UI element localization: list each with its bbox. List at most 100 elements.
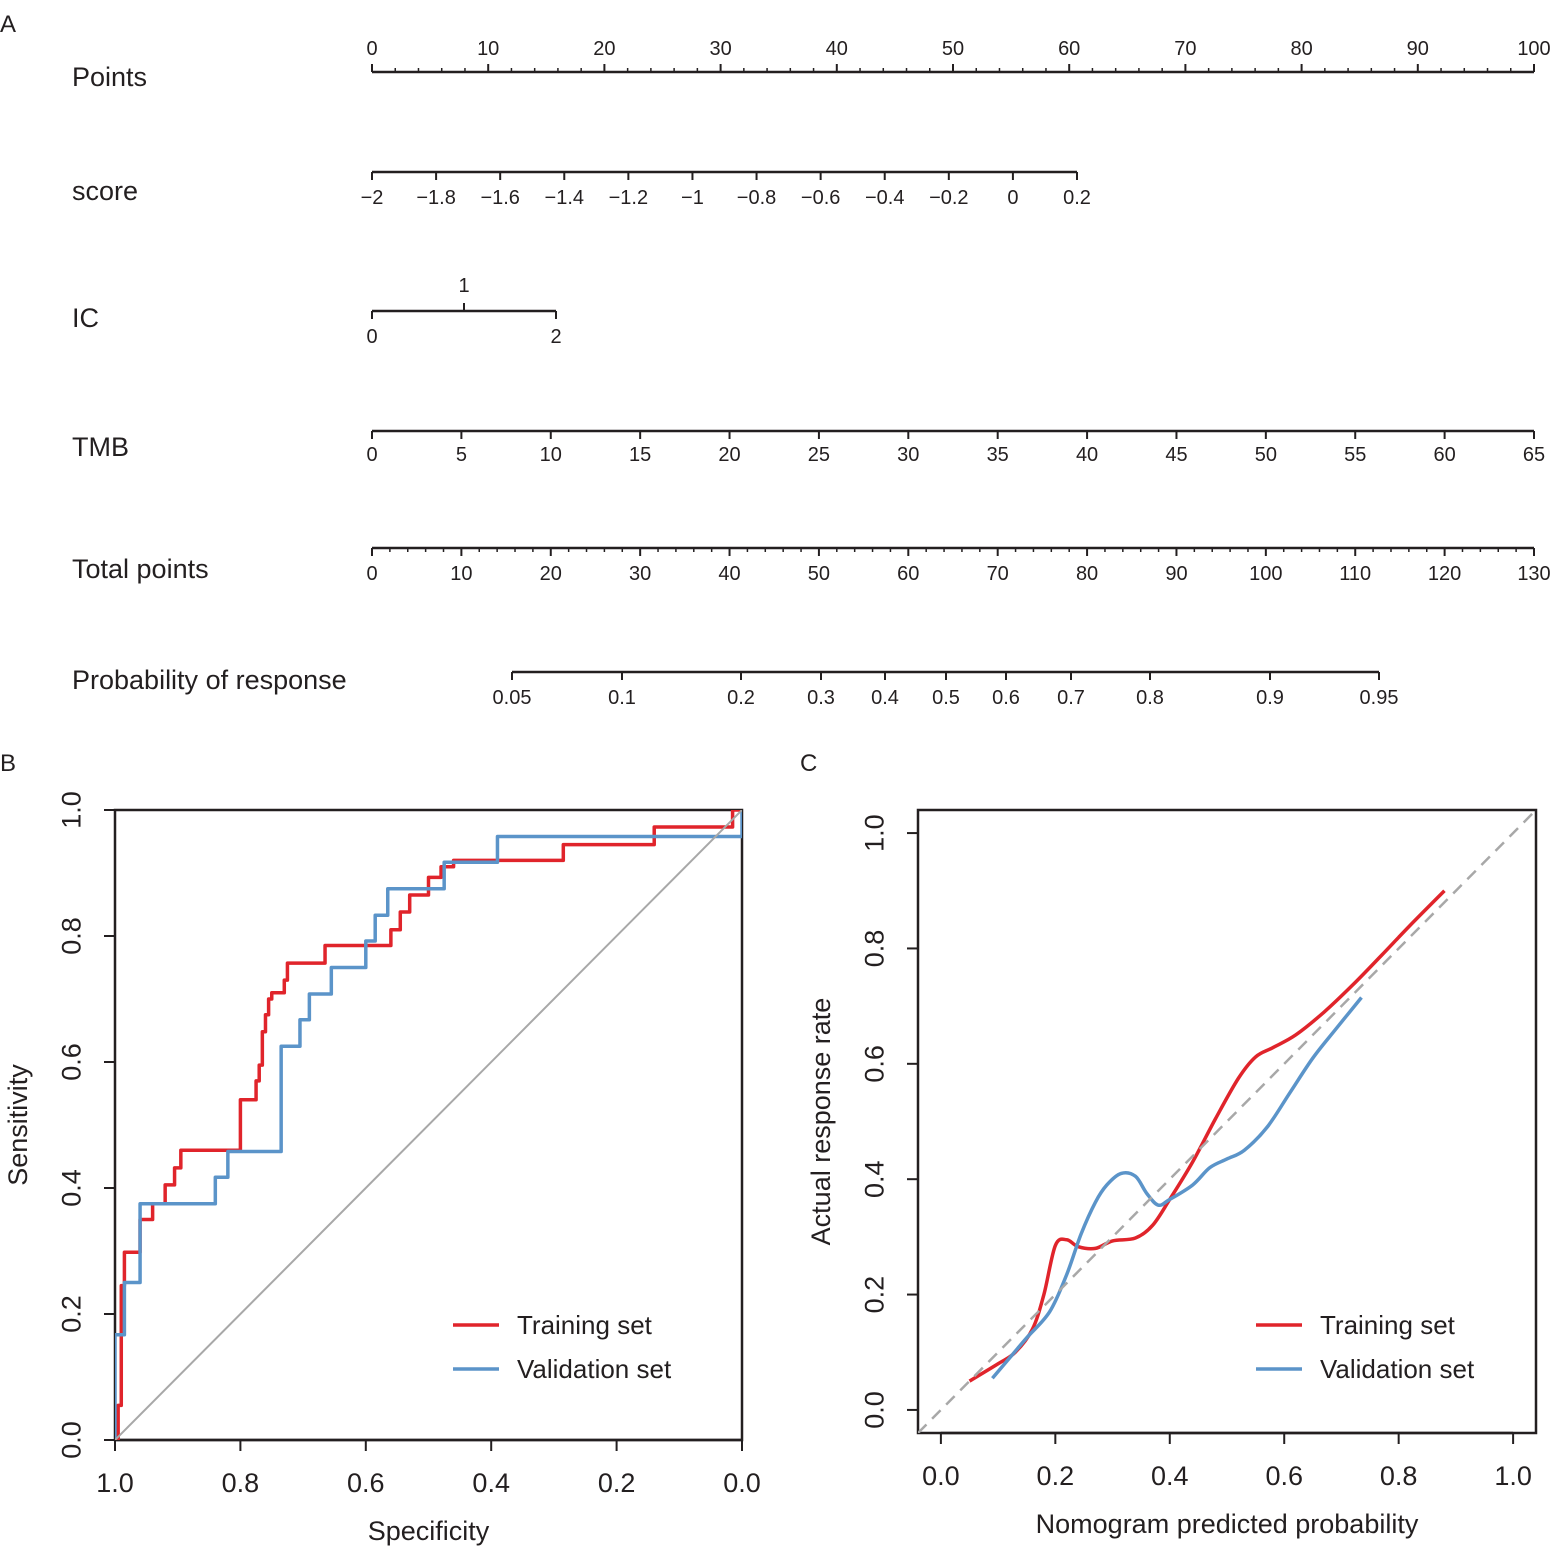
- roc-y-tick-label: 1.0: [56, 791, 86, 829]
- cal-y-tick-label: 0.8: [859, 930, 889, 968]
- tmb-tick-label: 10: [540, 444, 562, 466]
- points-tick-label: 10: [477, 38, 499, 60]
- total-points-tick-label: 60: [897, 563, 919, 585]
- points-tick-label: 20: [593, 38, 615, 60]
- cal-x-tick-label: 0.8: [1380, 1461, 1418, 1491]
- cal-x-tick-label: 0.2: [1037, 1461, 1075, 1491]
- roc-legend-label-validation: Validation set: [517, 1354, 672, 1384]
- tmb-tick-label: 65: [1523, 444, 1545, 466]
- cal-y-tick-label: 0.2: [859, 1276, 889, 1314]
- tmb-tick-label: 20: [718, 444, 740, 466]
- cal-series-ideal: [918, 810, 1536, 1433]
- cal-x-tick-label: 1.0: [1494, 1461, 1532, 1491]
- probability-of-response-tick-label: 0.6: [992, 687, 1020, 709]
- cal-x-axis-title: Nomogram predicted probability: [1036, 1509, 1419, 1539]
- cal-x-tick-label: 0.0: [922, 1461, 960, 1491]
- cal-series-group: [918, 810, 1536, 1433]
- points-tick-label: 70: [1174, 38, 1196, 60]
- row-label-score: score: [72, 176, 138, 206]
- total-points-tick-label: 80: [1076, 563, 1098, 585]
- row-label-probability-of-response: Probability of response: [72, 665, 347, 695]
- roc-y-tick-label: 0.4: [56, 1169, 86, 1207]
- total-points-tick-label: 50: [808, 563, 830, 585]
- probability-of-response-tick-label: 0.1: [608, 687, 636, 709]
- row-label-tmb: TMB: [72, 432, 129, 462]
- ic-tick-label: 2: [550, 326, 561, 348]
- cal-series-validation-set: [991, 996, 1363, 1380]
- tmb-tick-label: 55: [1344, 444, 1366, 466]
- total-points-tick-label: 30: [629, 563, 651, 585]
- score-tick-label: 0: [1007, 187, 1018, 209]
- calibration-chart: 0.0 0.2 0.4 0.6 0.8 1.0 0.0 0.2 0.4 0.6 0.8 1.0 Nomo…: [806, 808, 1538, 1539]
- score-tick-label: −0.8: [737, 187, 776, 209]
- total-points-tick-label: 120: [1428, 563, 1461, 585]
- probability-of-response-tick-label: 0.2: [727, 687, 755, 709]
- row-label-ic: IC: [72, 303, 99, 333]
- tmb-tick-label: 25: [808, 444, 830, 466]
- roc-series-group: [115, 810, 742, 1440]
- roc-chart: 1.0 0.8 0.6 0.4 0.2 0.0 0.0 0.2 0.4 0.6 0.8 1.0 Spec…: [3, 791, 761, 1546]
- tmb-tick-label: 35: [987, 444, 1009, 466]
- cal-y-tick-label: 0.4: [859, 1160, 889, 1198]
- ic-tick-label: 1: [458, 275, 469, 297]
- score-tick-label: −0.2: [929, 187, 968, 209]
- tmb-tick-label: 40: [1076, 444, 1098, 466]
- roc-x-tick-label: 0.8: [222, 1468, 260, 1498]
- points-tick-label: 0: [366, 38, 377, 60]
- total-points-tick-label: 110: [1339, 563, 1371, 585]
- probability-of-response-tick-label: 0.7: [1057, 687, 1085, 709]
- cal-plot-frame: [916, 808, 1538, 1435]
- probability-of-response-tick-label: 0.5: [932, 687, 960, 709]
- roc-x-tick-label: 1.0: [96, 1468, 134, 1498]
- roc-series-reference: [115, 810, 742, 1440]
- cal-y-tick-label: 0.0: [859, 1391, 889, 1429]
- tmb-tick-label: 0: [366, 444, 377, 466]
- points-tick-label: 60: [1058, 38, 1080, 60]
- points-tick-label: 50: [942, 38, 964, 60]
- roc-y-axis-title: Sensitivity: [3, 1064, 33, 1186]
- probability-of-response-tick-label: 0.4: [871, 687, 899, 709]
- score-tick-label: −0.4: [865, 187, 904, 209]
- panel-label-b: B: [0, 750, 16, 777]
- total-points-tick-label: 20: [540, 563, 562, 585]
- total-points-tick-label: 40: [718, 563, 740, 585]
- total-points-tick-label: 90: [1165, 563, 1187, 585]
- total-points-tick-label: 10: [450, 563, 472, 585]
- row-label-points: Points: [72, 62, 147, 92]
- score-tick-label: −1.6: [480, 187, 519, 209]
- cal-x-tick-label: 0.6: [1265, 1461, 1303, 1491]
- roc-legend-label-training: Training set: [517, 1310, 653, 1340]
- panel-label-a: A: [0, 11, 16, 38]
- nomogram: Points score IC TMB Total points Probability …: [72, 38, 1551, 709]
- probability-of-response-tick-label: 0.8: [1136, 687, 1164, 709]
- points-tick-label: 100: [1517, 38, 1550, 60]
- probability-of-response-tick-label: 0.95: [1360, 687, 1399, 709]
- probability-of-response-tick-label: 0.3: [807, 687, 835, 709]
- cal-legend-label-training: Training set: [1320, 1310, 1456, 1340]
- points-tick-label: 40: [826, 38, 848, 60]
- roc-x-tick-label: 0.0: [723, 1468, 761, 1498]
- roc-plot-frame: [113, 808, 744, 1442]
- roc-x-tick-label: 0.4: [472, 1468, 510, 1498]
- score-tick-label: −1.8: [416, 187, 455, 209]
- points-tick-label: 30: [709, 38, 731, 60]
- ic-tick-label: 0: [366, 326, 377, 348]
- score-tick-label: −1: [681, 187, 704, 209]
- probability-of-response-tick-label: 0.05: [493, 687, 532, 709]
- cal-y-axis-title: Actual response rate: [806, 998, 836, 1246]
- tmb-tick-label: 50: [1255, 444, 1277, 466]
- cal-x-tick-label: 0.4: [1151, 1461, 1189, 1491]
- score-tick-label: −0.6: [801, 187, 840, 209]
- roc-y-tick-label: 0.0: [56, 1421, 86, 1459]
- total-points-tick-label: 100: [1249, 563, 1282, 585]
- probability-of-response-tick-label: 0.9: [1256, 687, 1284, 709]
- cal-series-training-set: [968, 889, 1446, 1383]
- tmb-tick-label: 30: [897, 444, 919, 466]
- total-points-tick-label: 130: [1517, 563, 1550, 585]
- points-tick-label: 90: [1407, 38, 1429, 60]
- score-tick-label: −2: [361, 187, 384, 209]
- roc-x-tick-label: 0.6: [347, 1468, 385, 1498]
- points-tick-label: 80: [1290, 38, 1312, 60]
- roc-x-axis-title: Specificity: [368, 1516, 490, 1546]
- roc-y-tick-label: 0.8: [56, 917, 86, 955]
